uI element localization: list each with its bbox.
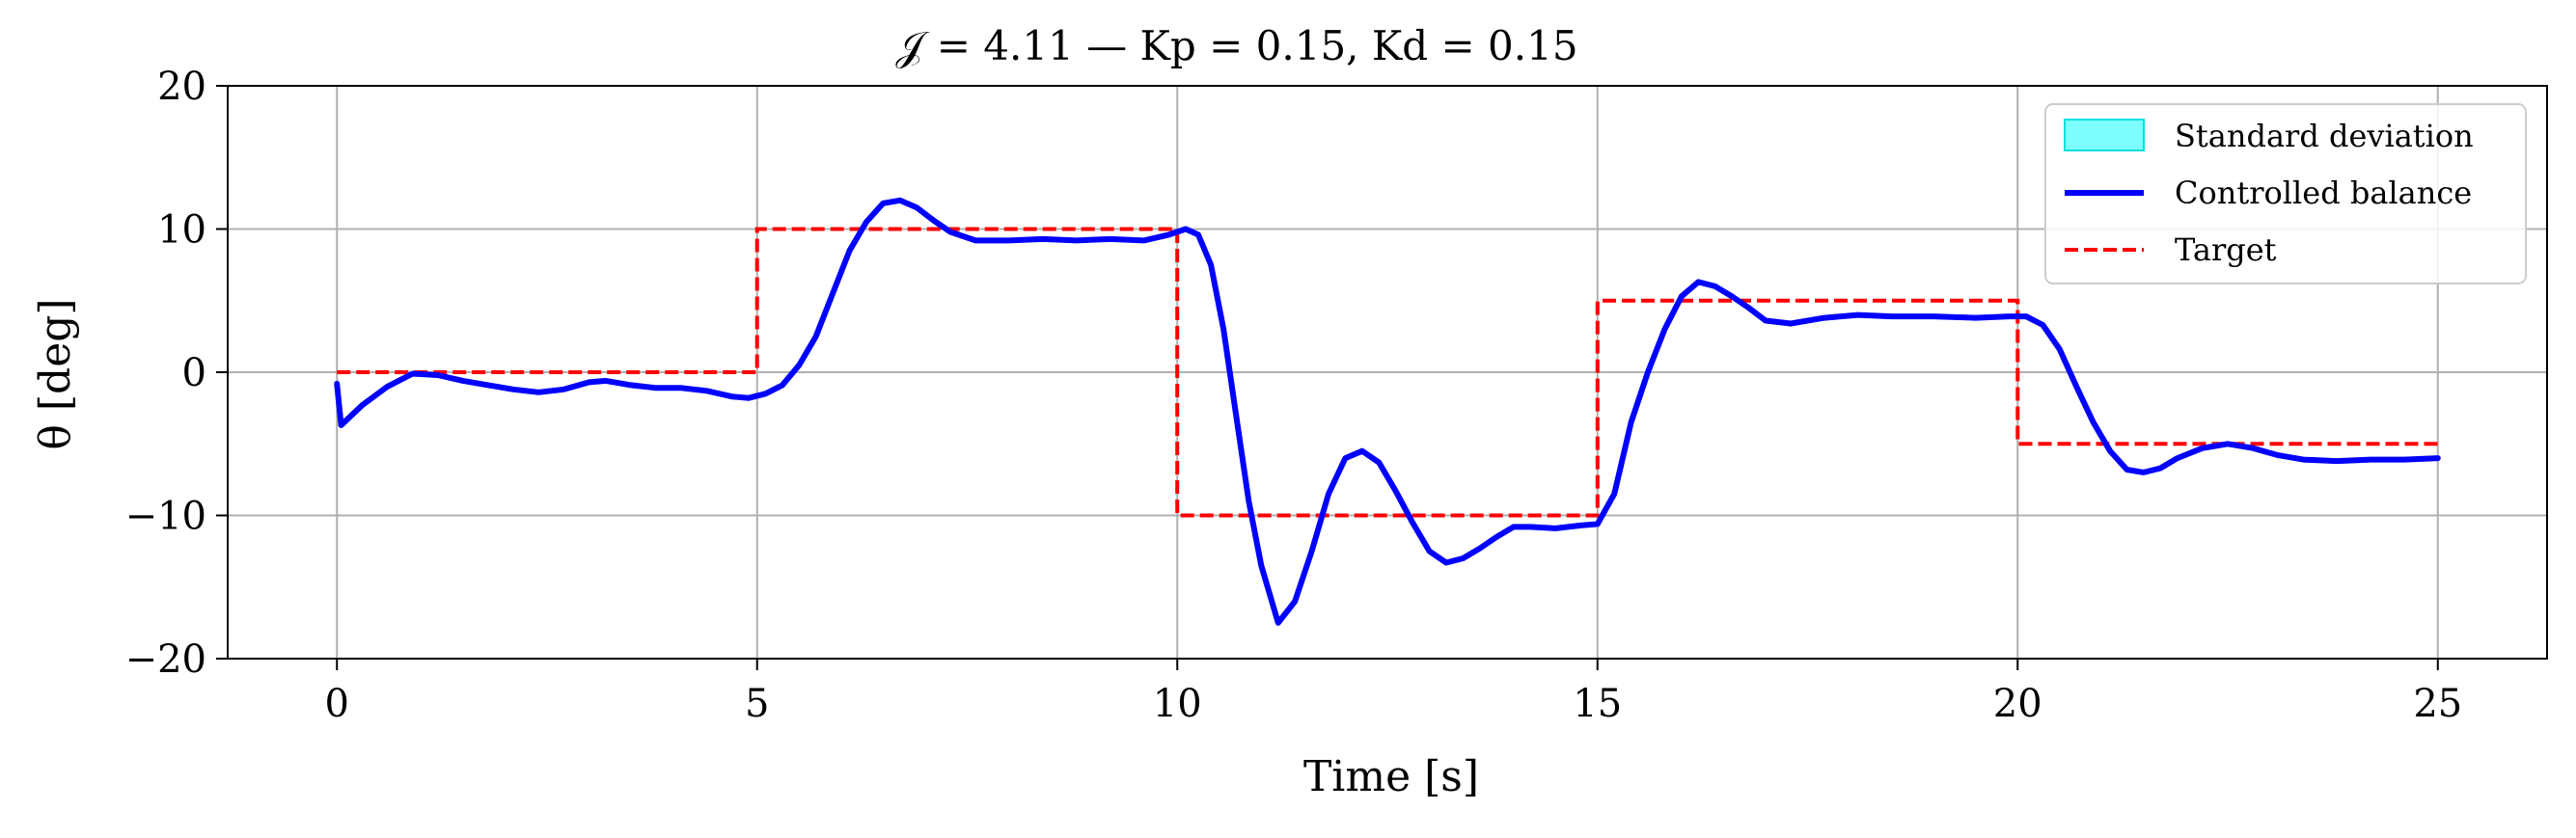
series-layer xyxy=(334,197,2441,626)
legend-std-swatch xyxy=(2064,119,2145,151)
tick-marks xyxy=(216,85,2439,670)
x-tick-label: 25 xyxy=(2413,682,2462,726)
legend-label-balance: Controlled balance xyxy=(2175,175,2472,211)
series-line-controlled-balance xyxy=(334,197,2441,626)
tick-labels: 0 5 10 15 20 25 −20 −10 0 10 20 xyxy=(125,65,2463,726)
series-line-target xyxy=(337,227,2438,518)
y-tick-label: 10 xyxy=(157,208,206,253)
y-tick-label: 20 xyxy=(157,65,206,109)
y-axis-label: θ [deg] xyxy=(31,298,80,449)
y-tick-label: −20 xyxy=(125,637,206,682)
legend-label-std: Standard deviation xyxy=(2175,118,2474,154)
x-tick-label: 5 xyxy=(745,682,769,726)
legend: Standard deviation Controlled balance Ta… xyxy=(2044,103,2527,284)
legend-label-target: Target xyxy=(2175,231,2277,268)
x-tick-label: 15 xyxy=(1573,682,1622,726)
x-tick-label: 10 xyxy=(1153,682,1202,726)
y-tick-label: 0 xyxy=(182,351,206,395)
chart-title: 𝒥 = 4.11 — Kp = 0.15, Kd = 0.15 xyxy=(895,22,1577,69)
legend-box xyxy=(2044,103,2527,284)
x-tick-label: 20 xyxy=(1993,682,2042,726)
x-tick-label: 0 xyxy=(325,682,349,726)
y-tick-label: −10 xyxy=(125,495,206,539)
x-axis-label: Time [s] xyxy=(1303,752,1479,801)
